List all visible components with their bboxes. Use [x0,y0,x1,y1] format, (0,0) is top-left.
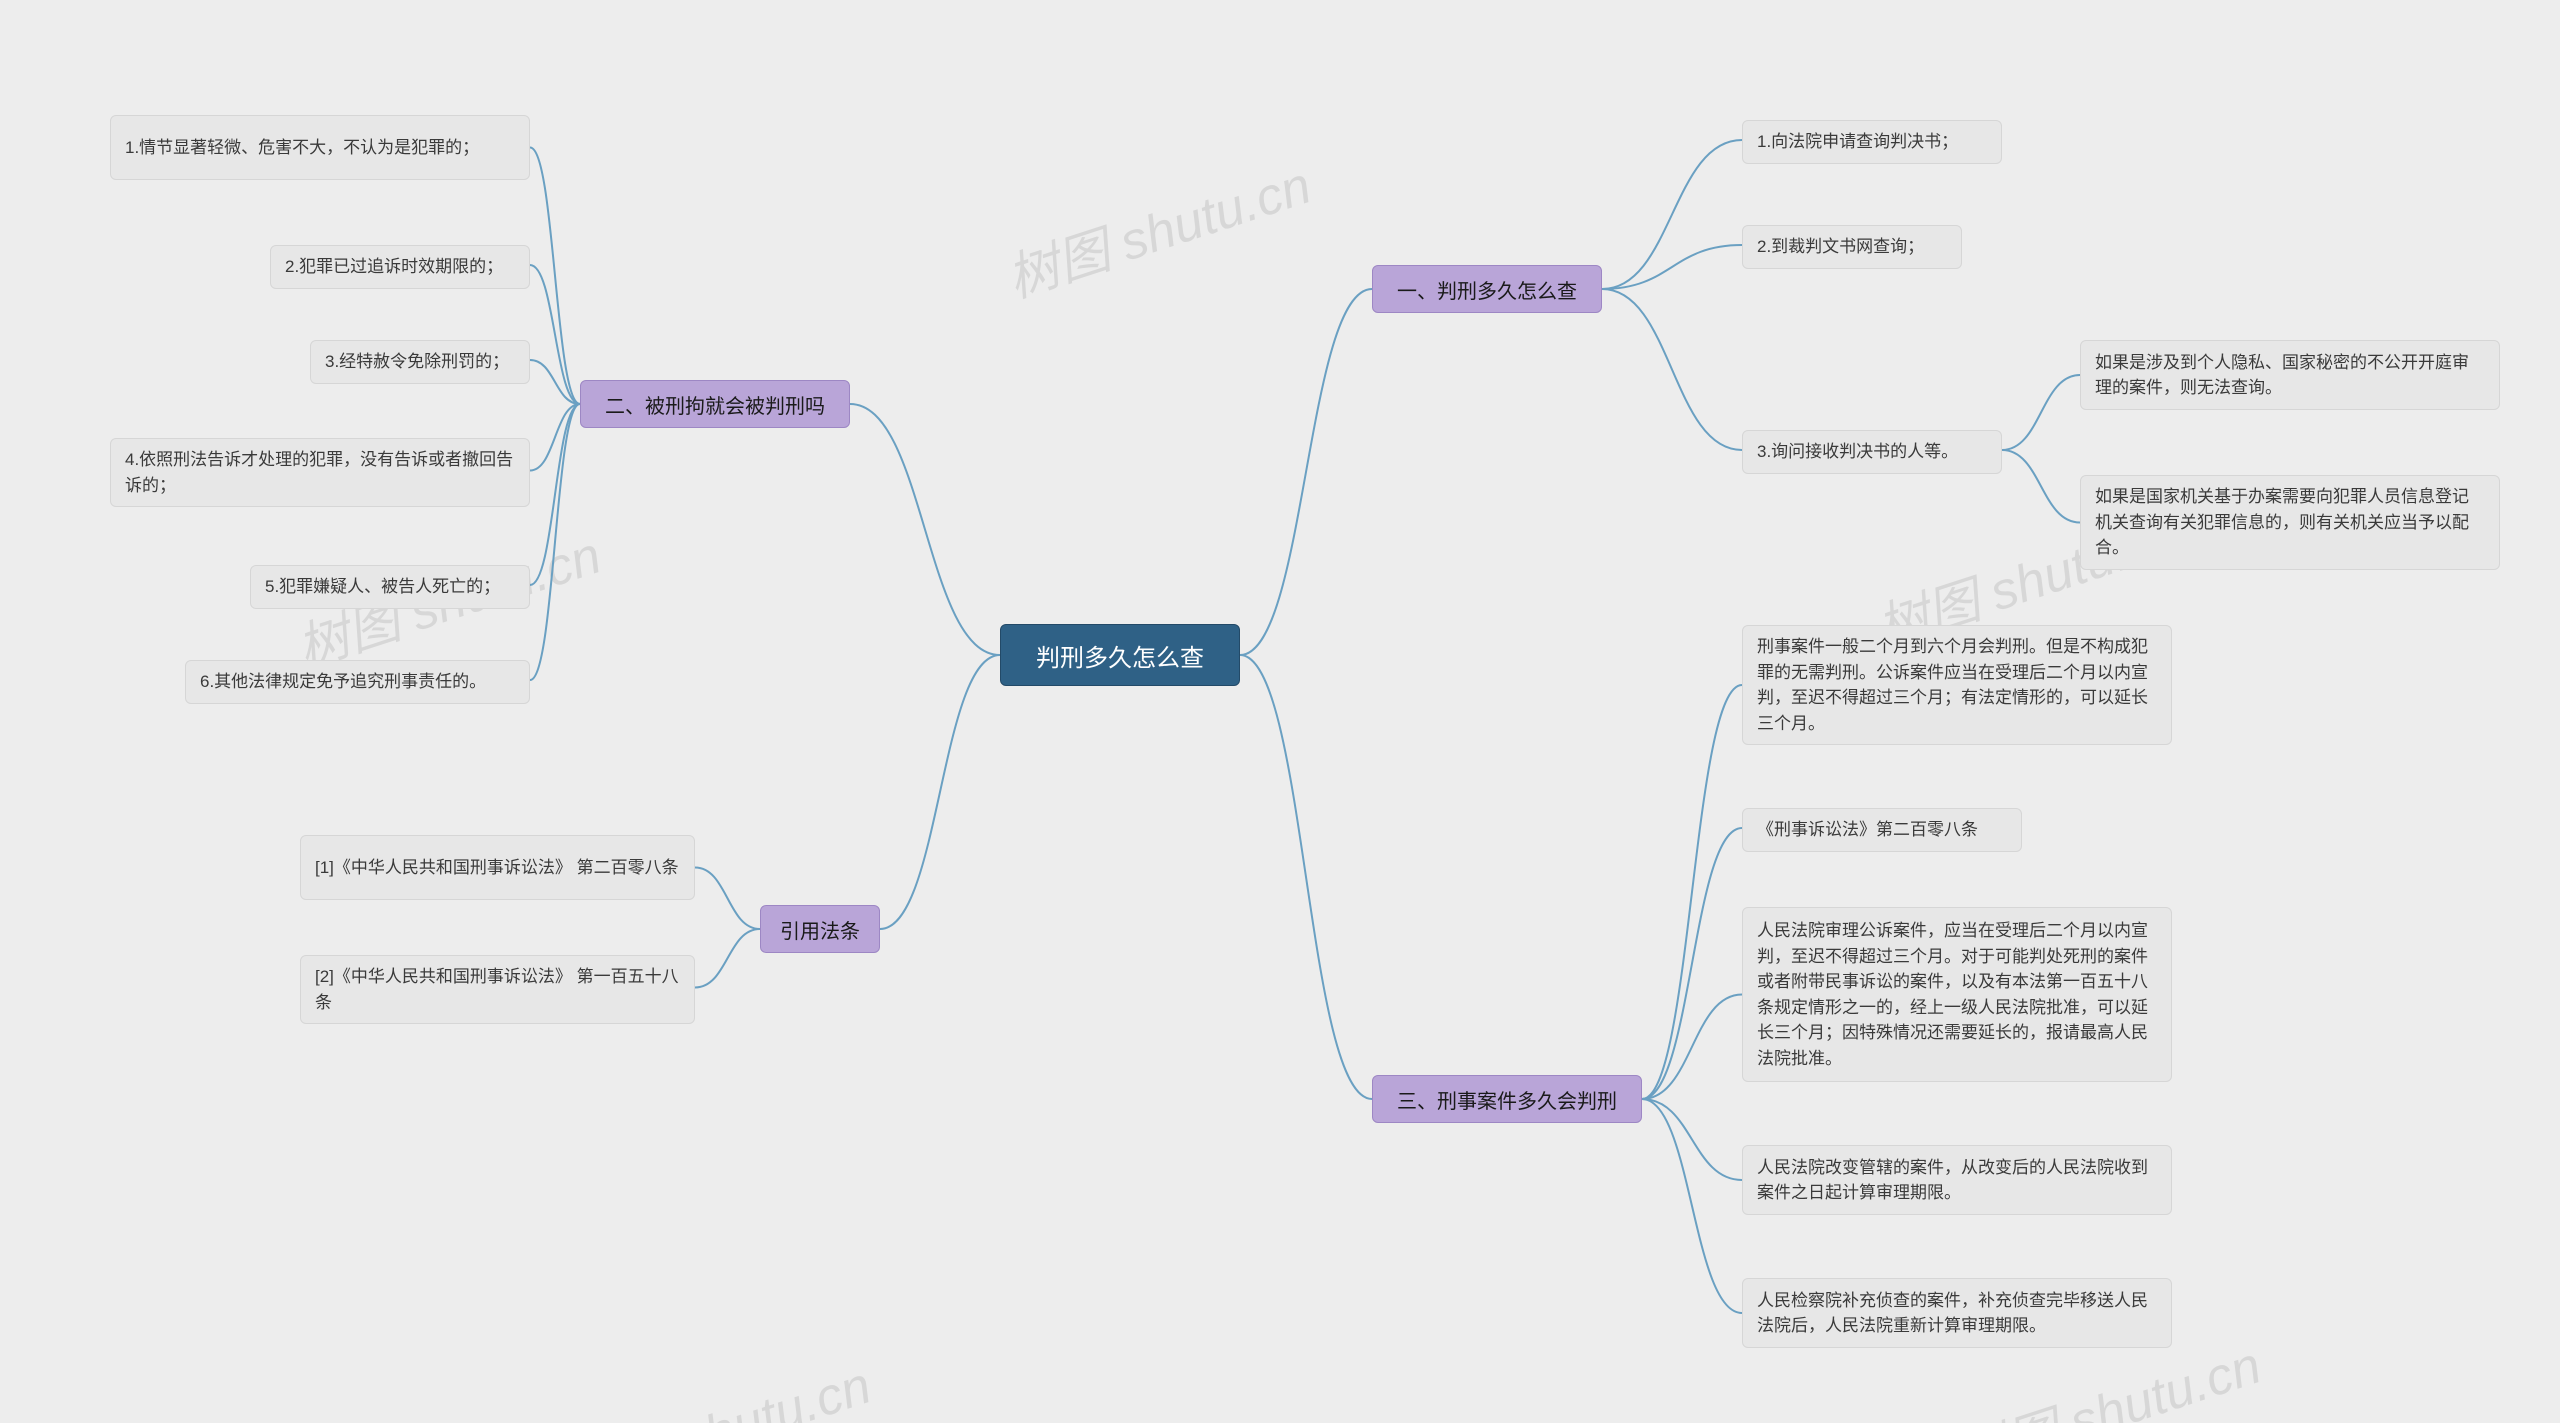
watermark: 树图 shutu.cn [556,1343,879,1423]
node-b3_l4: 人民法院改变管辖的案件，从改变后的人民法院收到案件之日起计算审理期限。 [1742,1145,2172,1215]
node-b1_l3a: 如果是涉及到个人隐私、国家秘密的不公开开庭审理的案件，则无法查询。 [2080,340,2500,410]
node-b3_l2: 《刑事诉讼法》第二百零八条 [1742,808,2022,852]
node-b2_l2: 2.犯罪已过追诉时效期限的； [270,245,530,289]
edge-b3-b3_l1 [1642,685,1742,1099]
node-b2_l1: 1.情节显著轻微、危害不大，不认为是犯罪的； [110,115,530,180]
edge-b1-b1_l1 [1602,140,1742,289]
edge-b2-b2_l1 [530,148,580,405]
node-b2_l5: 5.犯罪嫌疑人、被告人死亡的； [250,565,530,609]
node-root: 判刑多久怎么查 [1000,624,1240,686]
node-b1_l3: 3.询问接收判决书的人等。 [1742,430,2002,474]
node-b1_l2: 2.到裁判文书网查询； [1742,225,1962,269]
edge-b2-b2_l3 [530,360,580,404]
edge-b1_l3-b1_l3b [2002,450,2080,523]
node-b3_l1: 刑事案件一般二个月到六个月会判刑。但是不构成犯罪的无需判刑。公诉案件应当在受理后… [1742,625,2172,745]
node-b4_l1: [1]《中华人民共和国刑事诉讼法》 第二百零八条 [300,835,695,900]
node-b1_l1: 1.向法院申请查询判决书； [1742,120,2002,164]
edge-b1-b1_l2 [1602,245,1742,289]
node-b3_l3: 人民法院审理公诉案件，应当在受理后二个月以内宣判，至迟不得超过三个月。对于可能判… [1742,907,2172,1082]
edge-root-b3 [1240,655,1372,1099]
edge-root-b2 [850,404,1000,655]
edge-b3-b3_l4 [1642,1099,1742,1180]
edge-b3-b3_l3 [1642,995,1742,1100]
edge-b2-b2_l4 [530,404,580,471]
edge-b2-b2_l6 [530,404,580,680]
node-b2_l6: 6.其他法律规定免予追究刑事责任的。 [185,660,530,704]
node-b1: 一、判刑多久怎么查 [1372,265,1602,313]
watermark: 树图 shutu.cn [996,143,1319,312]
edge-root-b1 [1240,289,1372,655]
edge-b4-b4_l1 [695,868,760,930]
node-b3_l5: 人民检察院补充侦查的案件，补充侦查完毕移送人民法院后，人民法院重新计算审理期限。 [1742,1278,2172,1348]
edge-b1_l3-b1_l3a [2002,375,2080,450]
edge-b2-b2_l5 [530,404,580,585]
edge-b4-b4_l2 [695,929,760,988]
node-b2_l3: 3.经特赦令免除刑罚的； [310,340,530,384]
node-b4: 引用法条 [760,905,880,953]
edge-b3-b3_l5 [1642,1099,1742,1313]
node-b2: 二、被刑拘就会被判刑吗 [580,380,850,428]
node-b2_l4: 4.依照刑法告诉才处理的犯罪，没有告诉或者撤回告诉的； [110,438,530,507]
edge-b3-b3_l2 [1642,828,1742,1099]
node-b4_l2: [2]《中华人民共和国刑事诉讼法》 第一百五十八条 [300,955,695,1024]
edge-b2-b2_l2 [530,265,580,404]
edge-b1-b1_l3 [1602,289,1742,450]
edge-root-b4 [880,655,1000,929]
node-b1_l3b: 如果是国家机关基于办案需要向犯罪人员信息登记机关查询有关犯罪信息的，则有关机关应… [2080,475,2500,570]
node-b3: 三、刑事案件多久会判刑 [1372,1075,1642,1123]
connectors-layer [0,0,2560,1423]
